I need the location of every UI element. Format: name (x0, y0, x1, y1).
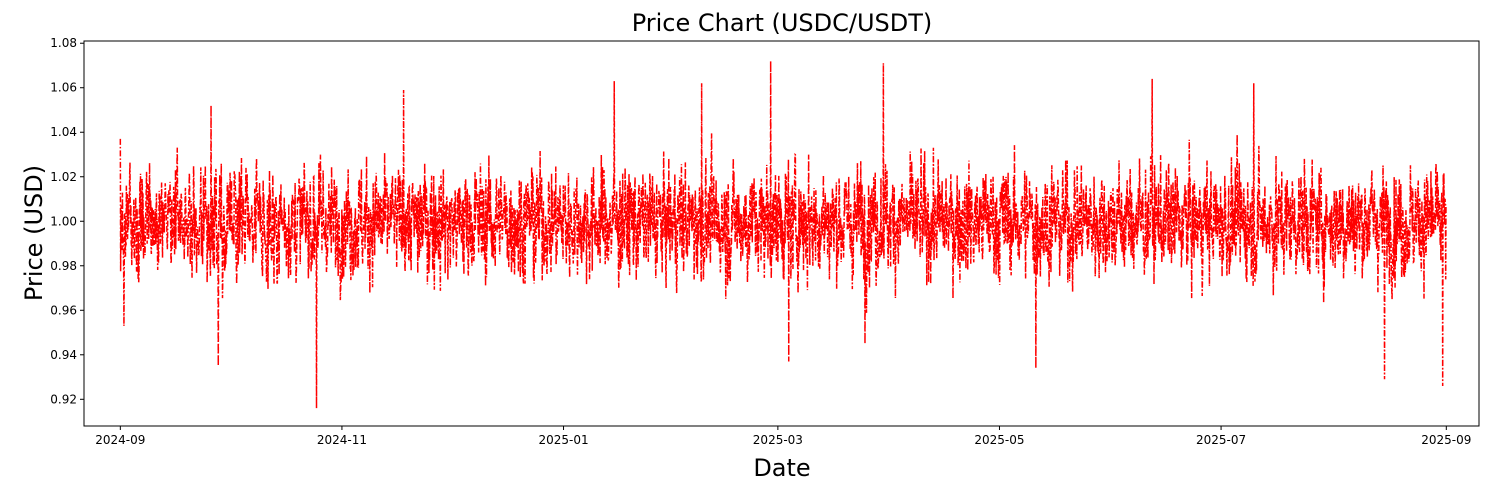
y-tick-label: 0.92 (50, 392, 77, 406)
x-axis: 2024-09 2024-11 2025-01 2025-03 2025-05 2025-… (95, 426, 1471, 447)
y-tick-label: 0.96 (50, 303, 77, 317)
y-tick-label: 0.94 (50, 348, 77, 362)
x-tick-label: 2025-07 (1196, 433, 1246, 447)
y-tick-label: 1.08 (50, 36, 77, 50)
y-tick-label: 0.98 (50, 259, 77, 273)
x-tick-label: 2025-01 (538, 433, 588, 447)
x-axis-title: Date (753, 454, 810, 482)
y-axis: 0.92 0.94 0.96 0.98 1.00 1.02 1.04 1.06 1.08 (50, 36, 84, 406)
price-series-line (119, 61, 1447, 409)
y-tick-label: 1.06 (50, 81, 77, 95)
y-tick-label: 1.02 (50, 170, 77, 184)
chart-title: Price Chart (USDC/USDT) (632, 9, 933, 37)
y-axis-title: Price (USD) (20, 165, 48, 301)
x-tick-label: 2025-03 (753, 433, 803, 447)
x-tick-label: 2025-05 (974, 433, 1024, 447)
y-tick-label: 1.04 (50, 125, 77, 139)
x-tick-label: 2024-11 (317, 433, 367, 447)
plot-area (83, 40, 1480, 427)
y-tick-label: 1.00 (50, 214, 77, 228)
x-tick-label: 2024-09 (95, 433, 145, 447)
x-tick-label: 2025-09 (1421, 433, 1471, 447)
series-layer (119, 61, 1447, 409)
